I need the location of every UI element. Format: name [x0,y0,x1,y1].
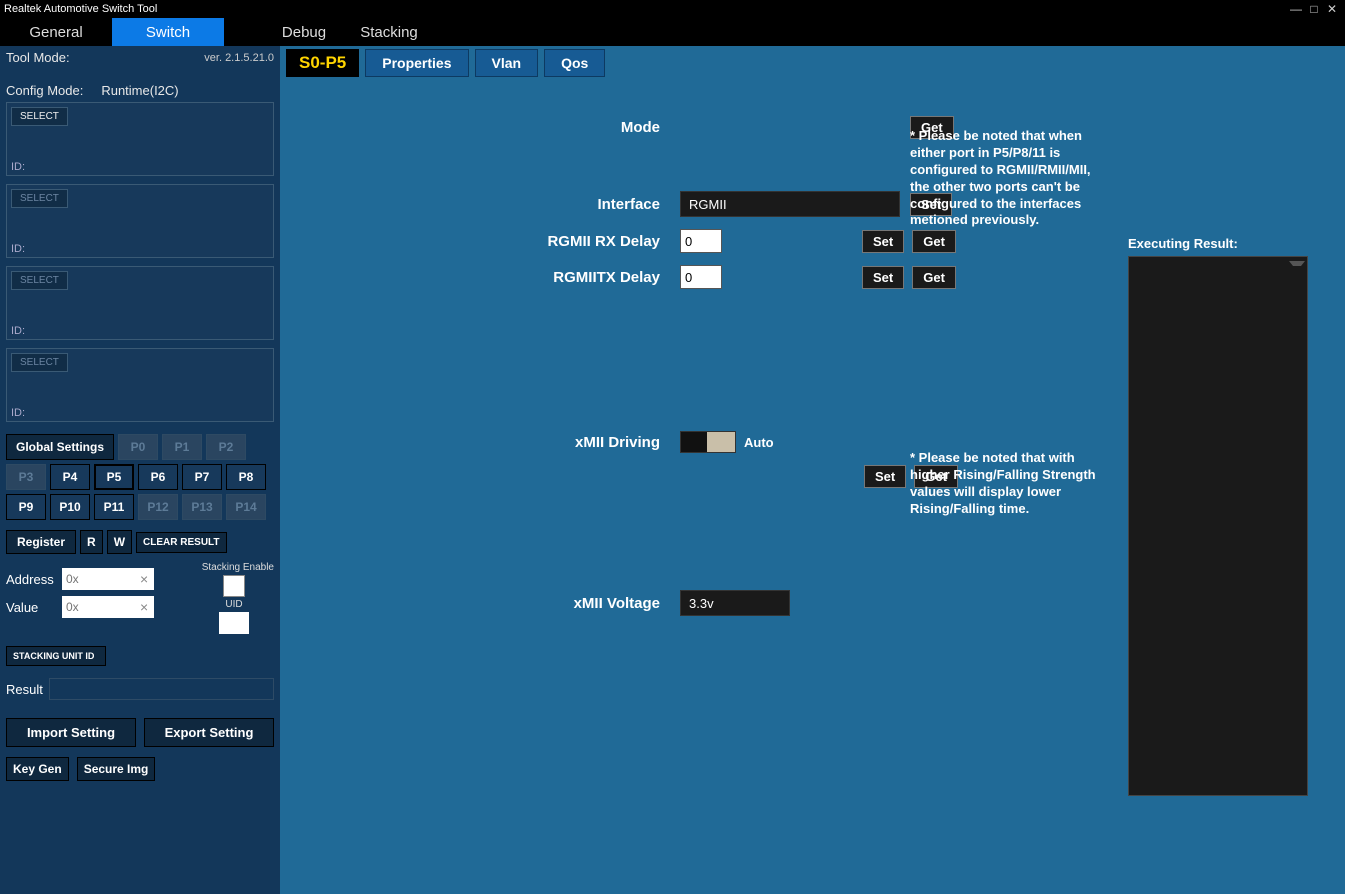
port-button-p3: P3 [6,464,46,490]
port-button-p9[interactable]: P9 [6,494,46,520]
select-button-2[interactable]: SELECT [11,189,68,208]
close-icon[interactable]: ✕ [1323,2,1341,16]
select-button-4[interactable]: SELECT [11,353,68,372]
export-setting-button[interactable]: Export Setting [144,718,274,747]
value-label: Value [6,600,58,615]
register-button[interactable]: Register [6,530,76,554]
id-label-2: ID: [11,243,25,255]
device-slot-3: SELECT ID: [6,266,274,340]
port-grid: Global Settings P0P1P2P3P4P5P6P7P8P9P10P… [6,434,274,520]
voltage-select[interactable] [680,590,790,616]
port-button-p13: P13 [182,494,222,520]
port-button-p1: P1 [162,434,202,460]
port-button-p11[interactable]: P11 [94,494,134,520]
tx-delay-input[interactable] [680,265,722,289]
rx-delay-label: RGMII RX Delay [420,233,680,250]
config-mode-value: Runtime(I2C) [101,83,178,98]
secure-img-button[interactable]: Secure Img [77,757,156,781]
version-label: ver. 2.1.5.21.0 [204,52,274,64]
stacking-unit-id-button[interactable]: STACKING UNIT ID [6,646,106,666]
sub-tab-bar: S0-P5 Properties Vlan Qos [280,46,1345,80]
driving-toggle[interactable] [680,431,736,453]
interface-label: Interface [420,196,680,213]
executing-result-box [1128,256,1308,796]
global-settings-button[interactable]: Global Settings [6,434,114,460]
select-button-3[interactable]: SELECT [11,271,68,290]
stacking-enable-label: Stacking Enable [194,562,274,573]
note-driving: * Please be noted that with higher Risin… [910,450,1110,518]
window-title: Realtek Automotive Switch Tool [4,3,157,15]
mode-label: Mode [420,119,680,136]
subtab-qos[interactable]: Qos [544,49,605,77]
device-slot-2: SELECT ID: [6,184,274,258]
note-mode: * Please be noted that when either port … [910,128,1110,229]
minimize-icon[interactable]: — [1287,2,1305,16]
port-button-p0: P0 [118,434,158,460]
maximize-icon[interactable]: □ [1305,2,1323,16]
device-slot-4: SELECT ID: [6,348,274,422]
xmii-voltage-label: xMII Voltage [420,595,680,612]
rx-get-button[interactable]: Get [912,230,956,253]
value-input[interactable] [62,596,154,618]
subtab-properties[interactable]: Properties [365,49,468,77]
port-button-p5[interactable]: P5 [94,464,134,490]
tx-delay-label: RGMIITX Delay [420,269,680,286]
result-label: Result [6,682,43,697]
tool-mode-label: Tool Mode: [6,50,70,65]
tab-debug[interactable]: Debug [264,18,344,46]
port-button-p8[interactable]: P8 [226,464,266,490]
port-button-p7[interactable]: P7 [182,464,222,490]
port-button-p4[interactable]: P4 [50,464,90,490]
id-label-3: ID: [11,325,25,337]
address-label: Address [6,572,58,587]
device-slot-1: SELECT ID: [6,102,274,176]
title-bar: Realtek Automotive Switch Tool — □ ✕ [0,0,1345,18]
left-panel: Tool Mode: ver. 2.1.5.21.0 Config Mode: … [0,46,280,894]
result-output [49,678,274,700]
port-button-p14: P14 [226,494,266,520]
select-button-1[interactable]: SELECT [11,107,68,126]
stacking-enable-checkbox[interactable] [223,575,245,597]
main-tab-bar: General Switch Debug Stacking [0,18,1345,46]
port-button-p2: P2 [206,434,246,460]
clear-result-button[interactable]: CLEAR RESULT [136,532,226,553]
tab-general[interactable]: General [0,18,112,46]
uid-input[interactable] [219,612,249,634]
id-label-4: ID: [11,407,25,419]
register-read-button[interactable]: R [80,530,103,554]
port-button-p6[interactable]: P6 [138,464,178,490]
tab-stacking[interactable]: Stacking [344,18,434,46]
interface-select[interactable] [680,191,900,217]
subtab-vlan[interactable]: Vlan [475,49,539,77]
tab-switch[interactable]: Switch [112,18,224,46]
port-indicator: S0-P5 [286,49,359,77]
keygen-button[interactable]: Key Gen [6,757,69,781]
main-content: S0-P5 Properties Vlan Qos Mode Get Inter… [280,46,1345,894]
address-input[interactable] [62,568,154,590]
tx-set-button[interactable]: Set [862,266,904,289]
rx-set-button[interactable]: Set [862,230,904,253]
driving-set-button[interactable]: Set [864,465,906,488]
port-button-p12: P12 [138,494,178,520]
config-mode-label: Config Mode: [6,83,83,98]
port-button-p10[interactable]: P10 [50,494,90,520]
uid-label: UID [194,599,274,610]
driving-mode-label: Auto [744,435,774,450]
executing-result-label: Executing Result: [1128,236,1238,251]
rx-delay-input[interactable] [680,229,722,253]
import-setting-button[interactable]: Import Setting [6,718,136,747]
id-label-1: ID: [11,161,25,173]
register-write-button[interactable]: W [107,530,132,554]
xmii-driving-label: xMII Driving [420,434,680,451]
tx-get-button[interactable]: Get [912,266,956,289]
